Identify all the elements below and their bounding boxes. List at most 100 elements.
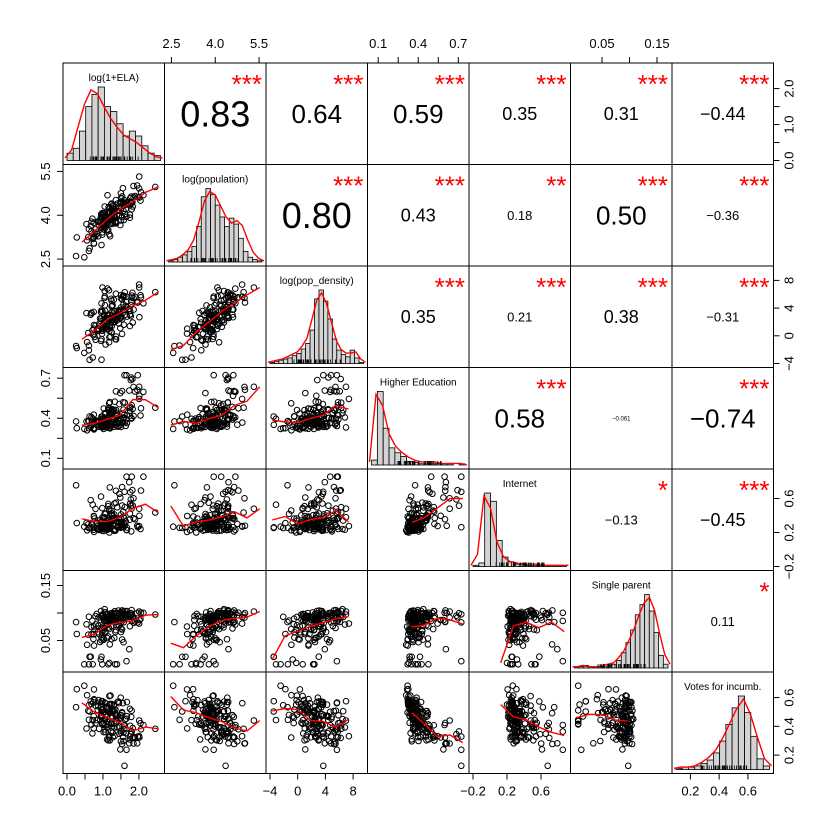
significance-stars: ***	[232, 69, 262, 99]
correlation-value: −0.44	[700, 104, 746, 124]
scatter-point	[406, 719, 413, 727]
scatter-point	[220, 624, 227, 631]
scatter-point	[440, 494, 447, 501]
tick-label: 8	[349, 784, 356, 799]
scatter-point	[548, 641, 556, 648]
scatter-point	[128, 528, 135, 535]
scatter-point	[504, 686, 511, 693]
scatter-point	[201, 698, 208, 705]
scatter-point	[96, 638, 104, 646]
scatter-point	[189, 523, 196, 531]
scatter-point	[193, 610, 200, 618]
scatter-point	[199, 628, 206, 635]
scatter-point	[341, 526, 349, 534]
scatter-point	[104, 502, 112, 510]
scatter-point	[302, 719, 309, 727]
scatter-point	[183, 325, 191, 333]
scatter-point	[328, 713, 336, 721]
scatter-point	[128, 298, 135, 305]
scatter-point	[312, 398, 320, 406]
scatter-point	[229, 313, 237, 321]
correlation-value: −0.36	[706, 208, 739, 223]
scatter-point	[335, 712, 342, 719]
scatter-point	[318, 607, 325, 615]
histogram-bar	[323, 300, 329, 364]
scatter-point	[549, 740, 556, 748]
scatter-point	[296, 708, 303, 716]
scatter-point	[295, 425, 302, 432]
scatter-point	[202, 510, 209, 518]
histogram-bar	[205, 188, 211, 263]
scatter-point	[299, 720, 307, 728]
scatter-point	[169, 523, 177, 531]
scatter-point	[222, 762, 229, 770]
scatter-point	[238, 732, 246, 740]
smoother-line	[81, 186, 159, 243]
scatter-point	[127, 502, 135, 510]
scatter-point	[220, 406, 228, 414]
histogram-bar	[639, 604, 646, 669]
tick-label: 0.4	[409, 36, 427, 51]
correlation-value: 0.80	[282, 195, 352, 236]
scatter-point	[408, 653, 416, 661]
scatter-point	[419, 636, 427, 643]
scatter-point	[72, 342, 80, 350]
scatter-point	[422, 500, 430, 507]
scatter-point	[335, 514, 342, 522]
scatter-point	[289, 713, 297, 720]
scatter-point	[117, 738, 125, 745]
tick-label: 0.4	[710, 784, 728, 799]
scatter-point	[182, 697, 189, 705]
correlation-value: 0.31	[604, 104, 639, 124]
scatter-point	[135, 608, 143, 615]
scatter-point	[214, 510, 221, 517]
scatter-point	[98, 335, 105, 343]
significance-stars: ***	[739, 272, 769, 302]
scatter-point	[407, 607, 415, 615]
scatter-point	[423, 511, 430, 519]
scatter-point	[229, 514, 236, 522]
scatter-point	[104, 634, 111, 642]
scatter-point	[409, 726, 417, 733]
scatter-point	[559, 609, 567, 617]
scatter-point	[511, 617, 519, 625]
scatter-point	[458, 733, 465, 740]
scatter-point	[190, 695, 197, 703]
scatter-point	[423, 729, 430, 737]
scatter-point	[423, 707, 431, 715]
scatter-point	[232, 388, 239, 396]
scatter-point	[305, 641, 312, 648]
panel-r5-c2	[265, 570, 368, 673]
scatter-point	[333, 746, 341, 754]
histogram-bar	[214, 204, 221, 263]
scatter-point	[227, 290, 234, 298]
histogram-bar	[756, 758, 764, 770]
scatter-point	[224, 505, 232, 512]
tick-label: 0.0	[782, 151, 797, 169]
scatter-point	[230, 371, 237, 379]
scatter-point	[85, 342, 93, 349]
scatter-point	[313, 392, 320, 400]
scatter-point	[106, 641, 114, 648]
scatter-point	[207, 308, 214, 316]
scatter-point	[241, 495, 248, 502]
scatter-point	[90, 425, 97, 432]
scatter-point	[418, 661, 425, 668]
scatter-point	[279, 424, 287, 432]
scatter-point	[72, 703, 80, 711]
scatter-point	[277, 661, 284, 668]
tick-label: 0.2	[681, 784, 699, 799]
scatter-point	[319, 500, 326, 507]
tick-label: 0.7	[449, 36, 467, 51]
scatter-point	[123, 371, 130, 379]
scatter-point	[317, 418, 324, 425]
scatter-point	[213, 737, 221, 744]
scatter-point	[239, 523, 246, 531]
scatter-point	[518, 635, 526, 642]
panel-r1-c1: log(population)	[164, 164, 267, 267]
scatter-point	[101, 307, 109, 315]
scatter-point	[176, 524, 183, 532]
scatter-point	[105, 633, 112, 640]
scatter-point	[104, 191, 111, 199]
scatter-point	[423, 611, 430, 618]
